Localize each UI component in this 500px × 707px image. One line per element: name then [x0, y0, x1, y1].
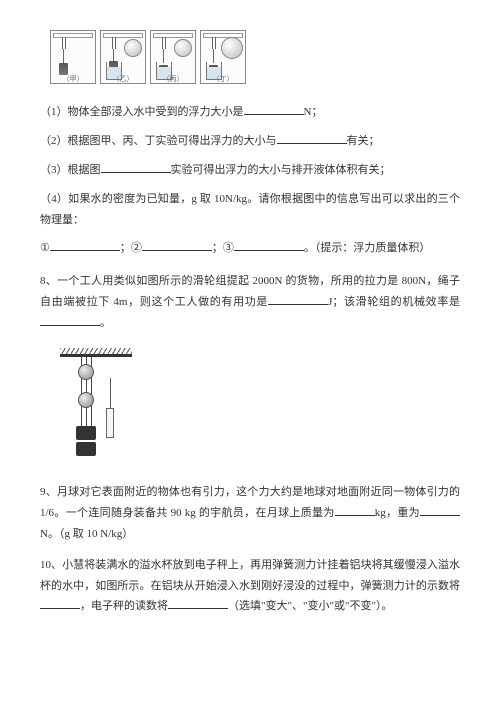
fig-caption: （乙）: [101, 76, 145, 83]
blank: [50, 240, 120, 251]
blank: [168, 598, 228, 609]
pulley-figure: [60, 348, 140, 468]
blank: [244, 104, 304, 115]
q7-p4b-tail: 。（提示：浮力质量体积）: [304, 242, 431, 254]
buoyancy-figures: （甲） （乙） （丙） （丁）: [50, 30, 460, 84]
q8: 8、一个工人用类似如图所示的滑轮组提起 2000N 的货物，所用的拉力是 800…: [40, 271, 460, 334]
q7-p1-text: （1）物体全部浸入水中受到的浮力大小是: [40, 106, 244, 118]
q7-p4b-1: ①: [40, 242, 50, 254]
fig-panel-1: （甲）: [50, 30, 96, 84]
q7-p4a-text: （4）如果水的密度为已知量，g 取 10N/kg。请你根据图中的信息写出可以求出…: [40, 193, 460, 226]
q10-text-tail: （选填"变大"、"变小"或"不变"）。: [228, 600, 392, 612]
q8-text-mid: J；该滑轮组的机械效率是: [328, 296, 460, 308]
q7-p4b-3: ；③: [212, 242, 234, 254]
fig-panel-2: （乙）: [100, 30, 146, 84]
blank: [420, 505, 460, 516]
fig-caption: （甲）: [51, 76, 95, 83]
q7-part4a: （4）如果水的密度为已知量，g 取 10N/kg。请你根据图中的信息写出可以求出…: [40, 189, 460, 231]
q9: 9、月球对它表面附近的物体也有引力，这个力大约是地球对地面附近同一物体引力的 1…: [40, 482, 460, 545]
q9-unit2: N。（g 取 10 N/kg）: [40, 528, 133, 540]
q7-p3-mid: 实验可得出浮力的大小与排开液体体积有关；: [171, 164, 391, 176]
q7-p1-unit: N；: [304, 106, 323, 118]
q7-part4b: ① ；② ；③ 。（提示：浮力质量体积）: [40, 238, 460, 259]
q7-p2-text: （2）根据图甲、丙、丁实验可得出浮力的大小与: [40, 135, 277, 147]
q7-p3-text: （3）根据图: [40, 164, 101, 176]
blank: [335, 505, 375, 516]
blank: [234, 240, 304, 251]
fig-panel-3: （丙）: [150, 30, 196, 84]
fig-caption: （丁）: [201, 76, 245, 83]
q7-part1: （1）物体全部浸入水中受到的浮力大小是 N；: [40, 102, 460, 123]
blank: [40, 598, 80, 609]
q10: 10、小慧将装满水的溢水杯放到电子秤上，再用弹簧测力计挂着铝块将其缓慢浸入溢水杯…: [40, 555, 460, 618]
q7-part2: （2）根据图甲、丙、丁实验可得出浮力的大小与 有关；: [40, 131, 460, 152]
fig-caption: （丙）: [151, 76, 195, 83]
blank: [40, 315, 100, 326]
blank: [142, 240, 212, 251]
blank: [277, 133, 347, 144]
q7-p4b-2: ；②: [120, 242, 142, 254]
q10-text-mid: ，电子秤的读数将: [80, 600, 168, 612]
q8-text-tail: 。: [100, 317, 111, 329]
blank: [268, 294, 328, 305]
fig-panel-4: （丁）: [200, 30, 246, 84]
q10-text-a: 10、小慧将装满水的溢水杯放到电子秤上，再用弹簧测力计挂着铝块将其缓慢浸入溢水杯…: [40, 559, 460, 592]
blank: [101, 162, 171, 173]
q9-unit1: kg，重为: [375, 507, 420, 519]
q7-p2-tail: 有关；: [347, 135, 380, 147]
q7-part3: （3）根据图 实验可得出浮力的大小与排开液体体积有关；: [40, 160, 460, 181]
